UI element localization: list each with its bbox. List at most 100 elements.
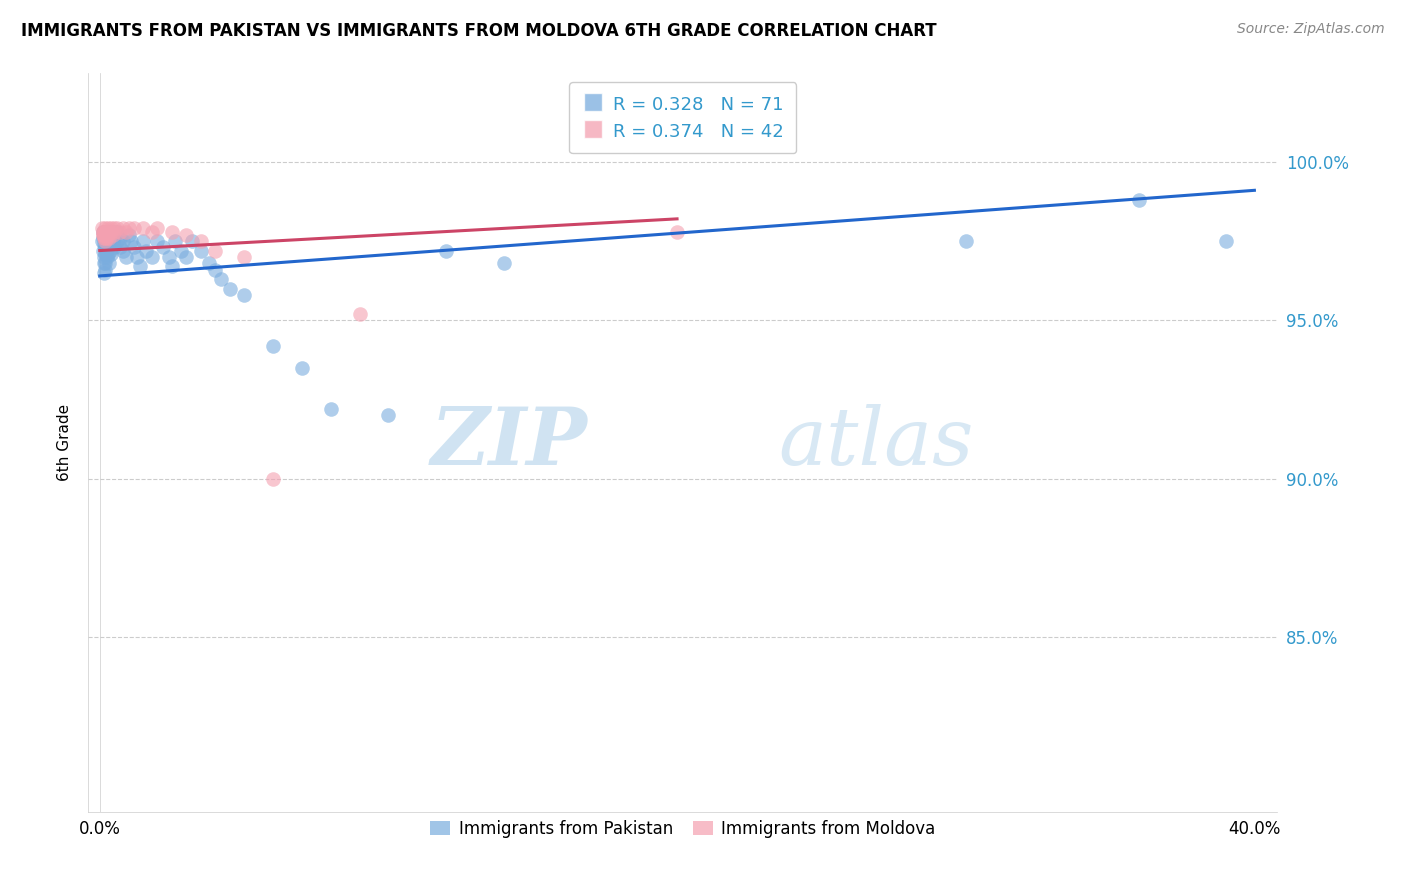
Point <box>209 272 232 286</box>
Point <box>94 221 117 235</box>
Point <box>94 246 117 260</box>
Point <box>91 234 114 248</box>
Point <box>233 250 256 264</box>
Point <box>96 234 118 248</box>
Point <box>233 288 256 302</box>
Point <box>100 231 122 245</box>
Point <box>96 244 118 258</box>
Point <box>101 234 124 248</box>
Point <box>96 250 118 264</box>
Point <box>117 227 139 242</box>
Point <box>94 227 117 242</box>
Point <box>160 260 183 274</box>
Point <box>377 409 399 423</box>
Point <box>91 231 114 245</box>
Point <box>105 234 128 248</box>
Point <box>176 250 198 264</box>
Point <box>94 225 117 239</box>
Point <box>190 234 212 248</box>
Point <box>157 250 180 264</box>
Point <box>91 225 114 239</box>
Text: ZIP: ZIP <box>430 404 588 481</box>
Point <box>198 256 221 270</box>
Point <box>96 227 118 242</box>
Point <box>132 221 155 235</box>
Point <box>94 262 117 277</box>
Point <box>91 225 114 239</box>
Point <box>97 246 120 260</box>
Point <box>141 250 163 264</box>
Point <box>349 307 371 321</box>
Point <box>105 221 128 235</box>
Point <box>97 256 120 270</box>
Point <box>100 225 122 239</box>
Point <box>108 231 131 245</box>
Y-axis label: 6th Grade: 6th Grade <box>58 404 72 481</box>
Point <box>91 221 114 235</box>
Point <box>291 360 314 375</box>
Point <box>94 240 117 254</box>
Point <box>163 234 186 248</box>
Point <box>434 244 457 258</box>
Point <box>152 240 174 254</box>
Point <box>93 227 115 242</box>
Point <box>103 221 125 235</box>
Text: atlas: atlas <box>778 404 973 481</box>
Point <box>319 402 342 417</box>
Point <box>103 225 125 239</box>
Point <box>93 240 115 254</box>
Point <box>103 225 125 239</box>
Point <box>93 225 115 239</box>
Point <box>93 227 115 242</box>
Point <box>204 262 226 277</box>
Point <box>1128 193 1150 207</box>
Point <box>97 237 120 252</box>
Point <box>94 234 117 248</box>
Point <box>141 225 163 239</box>
Point <box>91 227 114 242</box>
Point <box>124 240 146 254</box>
Point <box>111 234 134 248</box>
Point <box>100 221 122 235</box>
Point <box>146 221 169 235</box>
Point <box>93 231 115 245</box>
Point <box>129 260 152 274</box>
Point <box>169 244 191 258</box>
Legend: Immigrants from Pakistan, Immigrants from Moldova: Immigrants from Pakistan, Immigrants fro… <box>423 813 942 844</box>
Text: Source: ZipAtlas.com: Source: ZipAtlas.com <box>1237 22 1385 37</box>
Point <box>190 244 212 258</box>
Point <box>111 221 134 235</box>
Point <box>124 221 146 235</box>
Point <box>204 244 226 258</box>
Text: IMMIGRANTS FROM PAKISTAN VS IMMIGRANTS FROM MOLDOVA 6TH GRADE CORRELATION CHART: IMMIGRANTS FROM PAKISTAN VS IMMIGRANTS F… <box>21 22 936 40</box>
Point <box>1215 234 1237 248</box>
Point <box>111 244 134 258</box>
Point <box>94 225 117 239</box>
Point <box>146 234 169 248</box>
Point <box>94 256 117 270</box>
Point <box>955 234 977 248</box>
Point <box>93 237 115 252</box>
Point <box>114 225 136 239</box>
Point <box>262 472 284 486</box>
Point <box>97 231 120 245</box>
Point <box>176 227 198 242</box>
Point <box>97 225 120 239</box>
Point <box>108 240 131 254</box>
Point <box>262 339 284 353</box>
Point <box>492 256 515 270</box>
Point <box>100 225 122 239</box>
Point <box>218 282 240 296</box>
Point <box>94 234 117 248</box>
Point <box>98 244 121 258</box>
Point <box>94 227 117 242</box>
Point <box>108 225 131 239</box>
Point <box>93 250 115 264</box>
Point <box>97 221 120 235</box>
Point <box>132 234 155 248</box>
Point <box>94 225 117 239</box>
Point <box>103 240 125 254</box>
Point <box>103 231 125 245</box>
Point <box>127 250 149 264</box>
Point <box>96 231 118 245</box>
